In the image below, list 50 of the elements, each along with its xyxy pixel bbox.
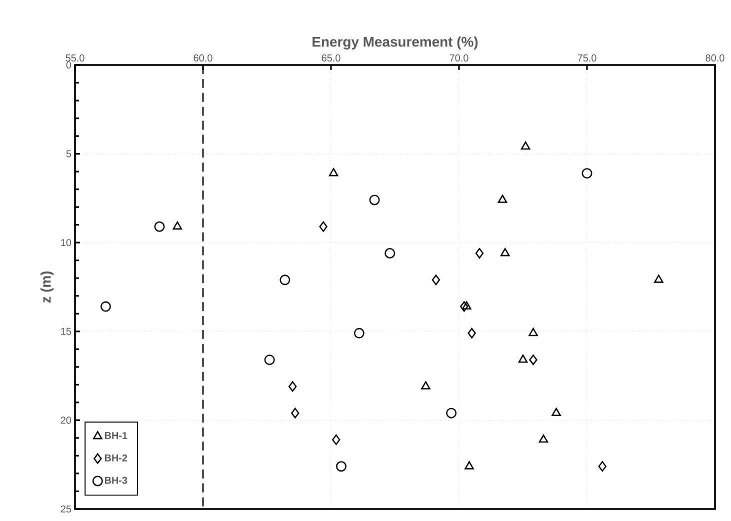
x-tick-label: 80.0 [706,54,724,62]
point [475,248,484,259]
point [264,354,275,366]
point [598,461,606,472]
y-tick-label: 0 [66,61,72,69]
point [280,274,290,286]
point [332,434,340,445]
point [288,381,297,392]
point [154,221,165,232]
x-tick-label: 55.0 [66,54,84,62]
point [528,328,538,336]
point [384,248,396,259]
point [518,354,528,363]
point [464,461,474,470]
point [319,221,328,232]
legend-label: BH-2 [104,454,128,462]
point [654,274,664,283]
point [291,408,300,418]
point [538,434,548,443]
point [336,461,346,472]
point [172,221,182,230]
point [520,141,530,150]
x-tick-label: 70.0 [450,54,468,62]
point [432,274,440,286]
point [500,248,510,256]
y-tick-label: 25 [60,505,72,513]
point [446,408,457,418]
y-tick-label: 5 [66,150,72,158]
point [552,408,561,416]
y-tick-label: 10 [61,239,72,246]
y-tick-label: 20 [60,416,72,424]
point [421,381,430,390]
x-tick-label: 65.0 [322,54,340,62]
x-axis-title: Energy Measurement (%) [312,36,478,50]
legend-label: BH-1 [104,432,128,439]
point [100,301,111,312]
y-axis-title: z (m) [40,271,54,303]
point [328,168,338,176]
point [582,168,592,179]
point [369,194,380,206]
point [498,194,508,203]
point [354,328,364,338]
point [462,301,472,310]
point [468,328,476,338]
point [460,301,468,312]
x-tick-label: 60.0 [194,54,212,62]
legend-label: BH-3 [104,476,128,484]
x-tick-label: 75.0 [578,54,596,62]
point [529,354,538,366]
y-tick-label: 15 [61,328,72,335]
